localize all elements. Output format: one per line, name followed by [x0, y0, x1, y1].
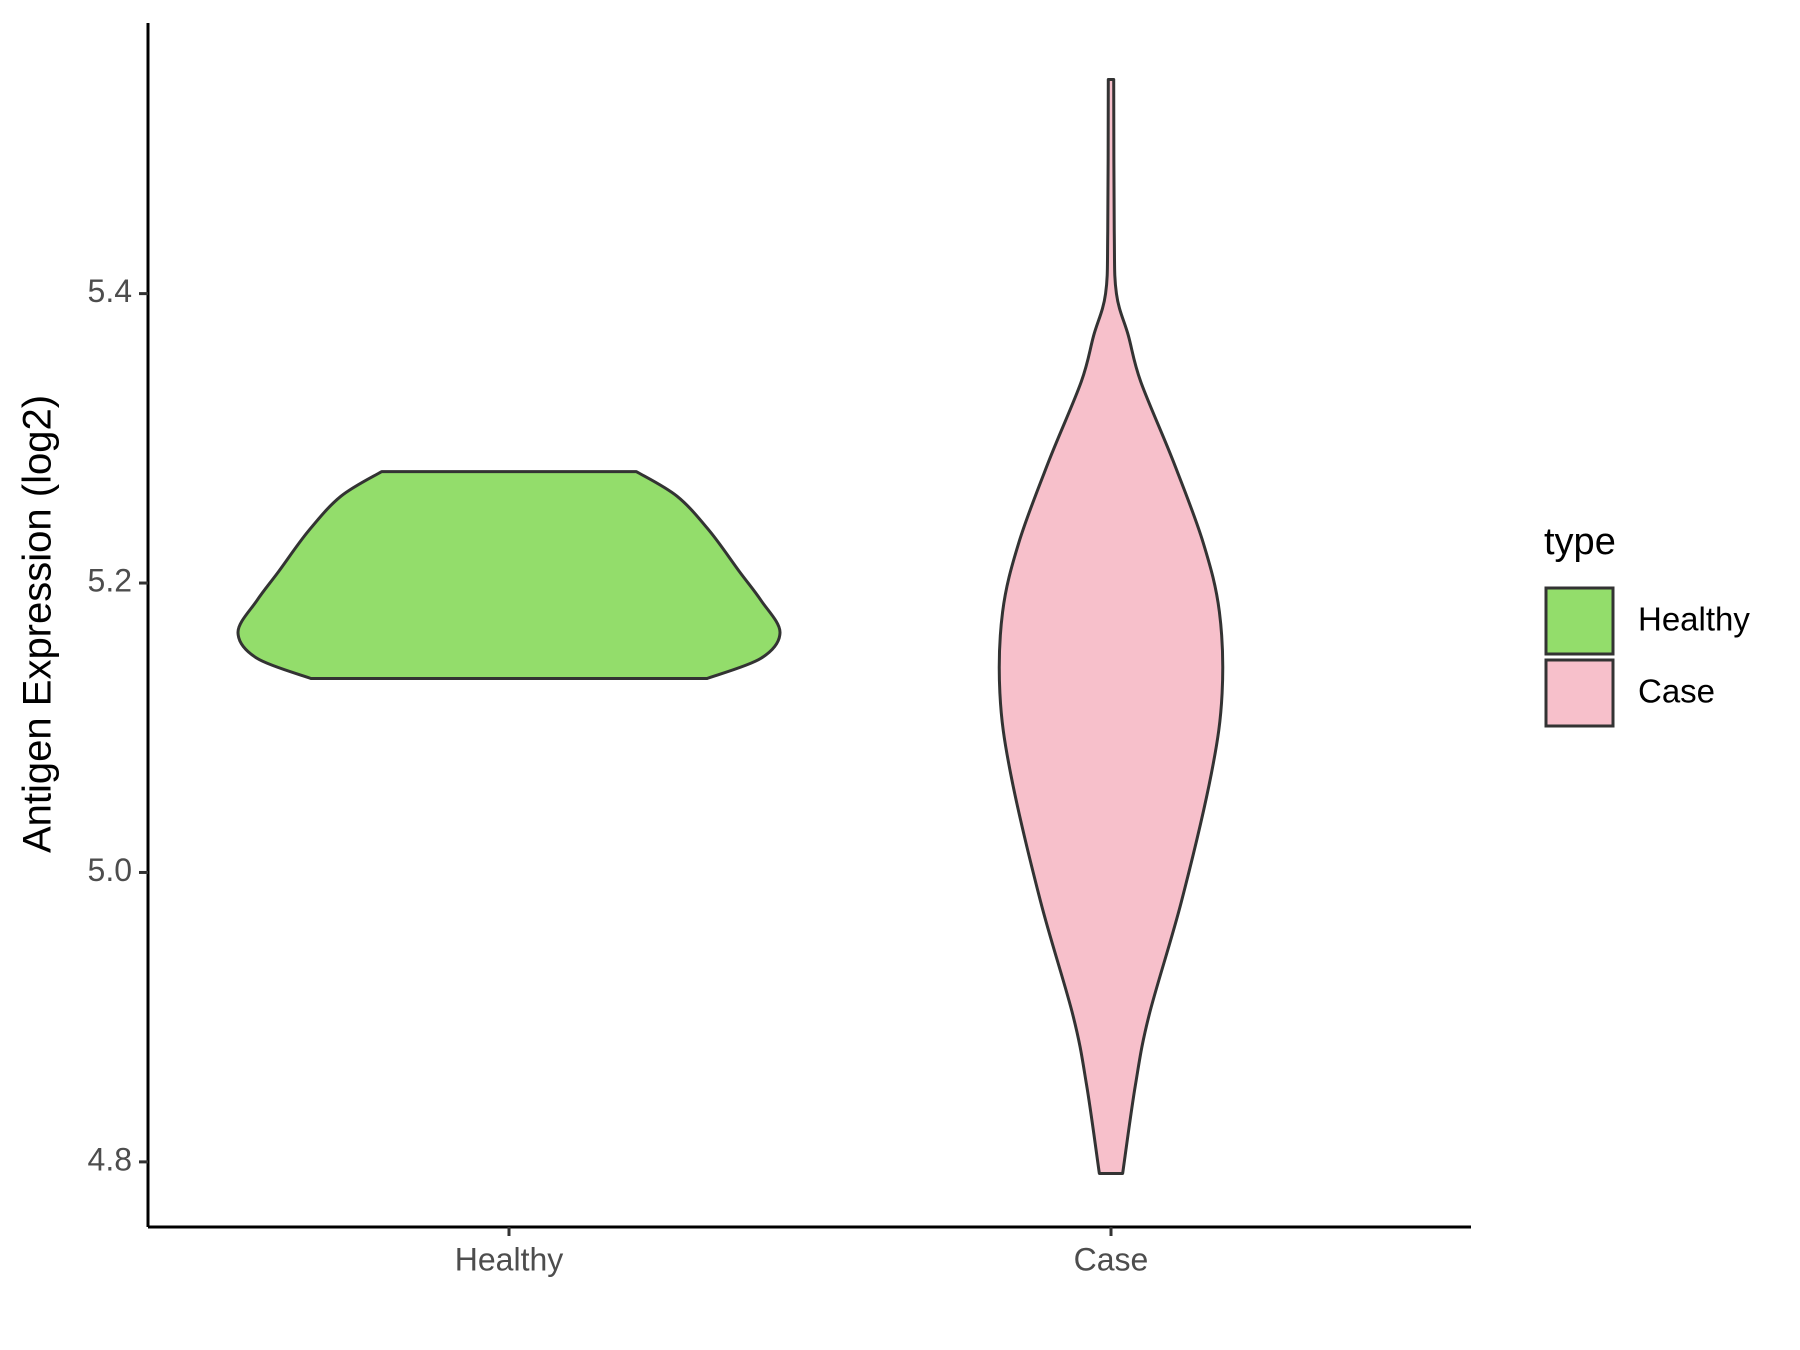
legend-label: Case: [1638, 673, 1715, 710]
x-tick-label: Healthy: [455, 1241, 564, 1277]
y-tick-label: 5.0: [88, 852, 132, 888]
legend-key: [1544, 586, 1615, 656]
legend-label: Healthy: [1638, 601, 1750, 638]
y-tick-label: 5.2: [88, 562, 132, 598]
x-tick-label: Case: [1074, 1241, 1149, 1277]
y-tick-label: 5.4: [88, 273, 132, 309]
violin: [236, 470, 782, 681]
legend-title: type: [1544, 521, 1616, 563]
y-axis-title: Antigen Expression (log2): [16, 395, 60, 853]
legend-key: [1544, 658, 1615, 728]
violin: [997, 77, 1225, 1175]
y-tick-label: 4.8: [88, 1141, 132, 1177]
